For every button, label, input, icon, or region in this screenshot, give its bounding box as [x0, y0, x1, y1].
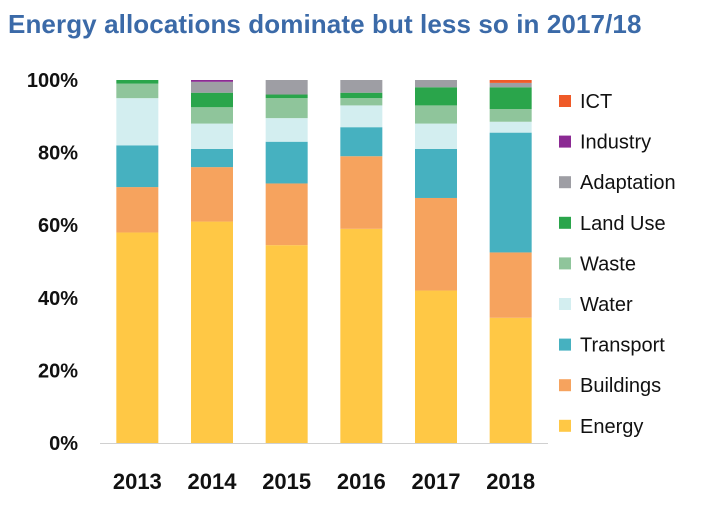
- legend-swatch-transport: [559, 338, 571, 351]
- x-tick-label: 2016: [337, 469, 386, 494]
- x-tick-label: 2013: [113, 469, 162, 494]
- x-tick-label: 2014: [188, 469, 238, 494]
- y-tick-label: 40%: [38, 288, 78, 310]
- bar-segment-transport: [340, 127, 383, 157]
- legend-swatch-energy: [559, 419, 571, 432]
- y-tick-label: 60%: [38, 215, 78, 237]
- x-tick-label: 2015: [262, 469, 311, 494]
- bar-segment-ict: [489, 80, 532, 83]
- y-tick-label: 100%: [27, 70, 78, 92]
- bar-segment-land-use: [191, 92, 233, 108]
- legend-label: ICT: [580, 91, 612, 113]
- bar-segment-waste: [191, 107, 233, 124]
- bar-segment-energy: [191, 221, 233, 443]
- bar-segment-energy: [489, 317, 532, 443]
- bar-segment-buildings: [265, 183, 308, 246]
- bar-segment-water: [340, 105, 383, 128]
- legend-swatch-adaptation: [559, 176, 571, 189]
- bar-segment-land-use: [116, 80, 159, 84]
- y-tick-label: 20%: [38, 360, 78, 382]
- bar-segment-water: [265, 118, 308, 142]
- bar-segment-adaptation: [489, 82, 532, 88]
- legend-label: Buildings: [580, 375, 661, 397]
- legend-label: Waste: [580, 253, 636, 275]
- bar-segment-transport: [191, 148, 233, 168]
- bar-segment-water: [191, 123, 233, 149]
- legend: ICT Industry Adaptation Land Use Waste Water T…: [559, 91, 676, 438]
- bar-segment-buildings: [340, 156, 383, 229]
- bar-segment-water: [116, 98, 159, 146]
- legend-swatch-water: [559, 298, 571, 310]
- bar-segment-waste: [340, 98, 383, 106]
- bar-segment-energy: [415, 290, 457, 443]
- bar-segment-land-use: [340, 92, 383, 99]
- bar-segment-transport: [116, 145, 159, 188]
- bar-segment-adaptation: [191, 81, 233, 93]
- bar-segment-adaptation: [415, 80, 457, 88]
- x-tick-label: 2017: [412, 469, 461, 494]
- bar-segment-adaptation: [340, 80, 383, 93]
- bar-segment-energy: [340, 228, 383, 443]
- legend-swatch-buildings: [559, 379, 571, 392]
- legend-swatch-land-use: [559, 216, 571, 229]
- chart-title: Energy allocations dominate but less so …: [8, 9, 642, 39]
- bar-segment-waste: [265, 98, 308, 119]
- bar-segment-buildings: [191, 167, 233, 222]
- bar-segment-water: [489, 121, 532, 133]
- legend-swatch-industry: [559, 135, 571, 148]
- legend-label: Energy: [580, 416, 643, 438]
- x-tick-label: 2018: [486, 469, 535, 494]
- y-tick-label: 0%: [49, 433, 78, 455]
- legend-swatch-ict: [559, 95, 571, 107]
- legend-label: Adaptation: [580, 172, 676, 194]
- bar-segment-buildings: [415, 197, 457, 291]
- legend-label: Land Use: [580, 213, 666, 235]
- legend-label: Industry: [580, 132, 651, 154]
- bar-segment-buildings: [116, 187, 159, 233]
- legend-label: Water: [580, 294, 633, 316]
- bar-segment-energy: [265, 245, 308, 443]
- bar-segment-waste: [415, 105, 457, 124]
- bar-segment-waste: [116, 83, 159, 99]
- bar-segment-buildings: [489, 252, 532, 318]
- bars: [116, 80, 532, 443]
- y-tick-label: 80%: [38, 143, 78, 165]
- bar-segment-energy: [116, 232, 159, 443]
- bar-segment-transport: [489, 132, 532, 253]
- bar-segment-land-use: [265, 94, 308, 99]
- y-axis: 0% 20% 40% 60% 80% 100%: [27, 70, 78, 455]
- bar-segment-waste: [489, 109, 532, 122]
- bar-segment-land-use: [489, 87, 532, 110]
- bar-segment-transport: [265, 141, 308, 184]
- bar-segment-industry: [191, 80, 233, 82]
- bar-segment-transport: [415, 148, 457, 198]
- bar-segment-water: [415, 123, 457, 149]
- x-axis: 2013 2014 2015 2016 2017 2018: [100, 443, 548, 494]
- bar-segment-adaptation: [265, 80, 308, 95]
- legend-swatch-waste: [559, 257, 571, 270]
- bar-segment-land-use: [415, 87, 457, 106]
- legend-label: Transport: [580, 335, 665, 357]
